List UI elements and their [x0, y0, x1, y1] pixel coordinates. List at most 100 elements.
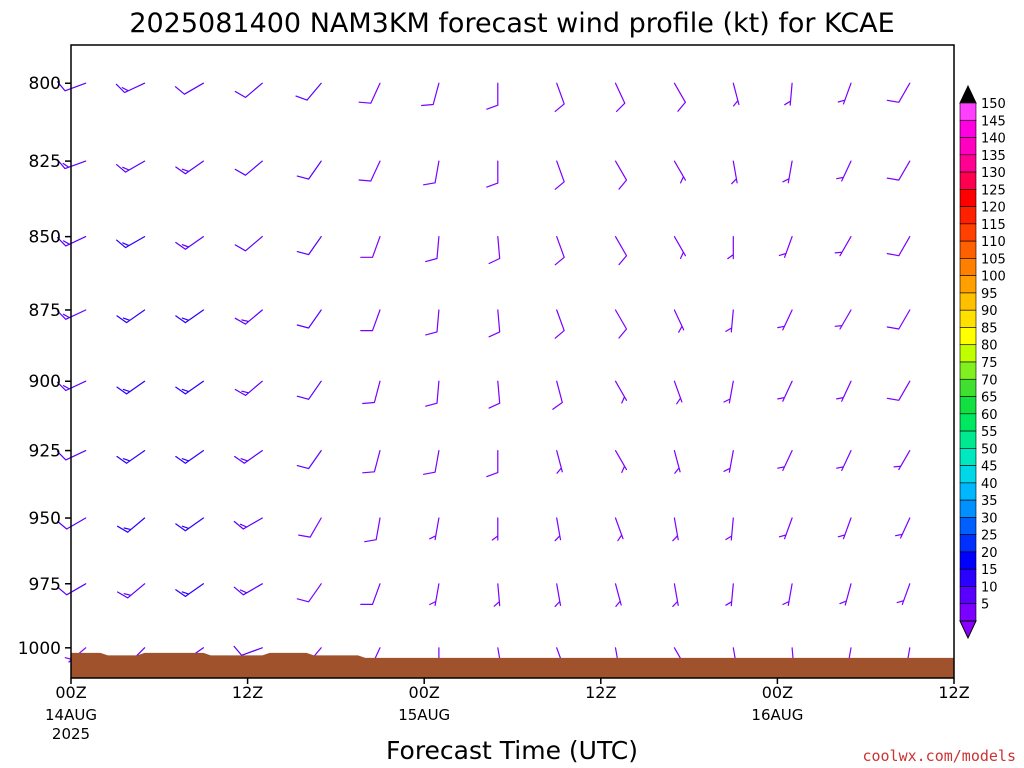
wind-barb-850-37	[614, 236, 628, 266]
wind-barb-875-29	[488, 309, 501, 338]
wind-barb-900-1	[56, 380, 87, 392]
wind-barb-875-17	[296, 309, 322, 329]
wind-barb-800-17	[295, 82, 322, 101]
wind-barb-975-29	[493, 583, 501, 607]
colorbar-label-5: 5	[981, 598, 989, 613]
x-tick-label-2: 00Z	[409, 683, 440, 702]
wind-barb-950-37	[614, 517, 624, 542]
colorbar-swatch-20	[959, 551, 977, 570]
colorbar-swatch-5	[959, 603, 977, 622]
wind-barb-825-45	[731, 160, 738, 185]
wind-barb-850-21	[360, 236, 381, 258]
credit-text: coolwx.com/models	[862, 747, 1016, 765]
colorbar-label-95: 95	[981, 287, 998, 302]
y-tick-label-850: 850	[29, 228, 61, 248]
colorbar-label-135: 135	[981, 149, 1006, 164]
colorbar-label-40: 40	[981, 477, 998, 492]
colorbar-swatch-40	[959, 482, 977, 501]
colorbar-label-70: 70	[981, 373, 998, 388]
colorbar-swatch-115	[959, 223, 977, 242]
wind-barb-900-53	[836, 380, 852, 402]
wind-barb-975-49	[782, 583, 793, 606]
wind-barb-800-41	[673, 82, 686, 112]
x-tick-label-4: 00Z	[762, 683, 793, 702]
wind-barb-800-13	[234, 82, 263, 98]
y-tick-label-825: 825	[29, 152, 61, 172]
wind-barb-825-5	[116, 160, 146, 173]
wind-barb-800-33	[554, 82, 565, 112]
colorbar: 1501451401351301251201151101051009590858…	[959, 84, 1006, 640]
wind-barb-975-1	[57, 583, 87, 596]
colorbar-swatch-50	[959, 448, 977, 466]
colorbar-label-45: 45	[981, 460, 998, 475]
wind-barb-925-41	[673, 450, 681, 474]
wind-barb-975-57	[896, 583, 911, 605]
colorbar-swatch-90	[959, 309, 977, 328]
wind-barb-825-33	[554, 160, 565, 190]
wind-barb-825-37	[614, 160, 628, 190]
colorbar-label-85: 85	[981, 321, 998, 336]
wind-barb-800-21	[358, 82, 381, 104]
wind-barb-900-49	[777, 380, 793, 402]
x-tick-label-3: 12Z	[585, 683, 616, 702]
wind-barb-900-57	[886, 380, 911, 401]
colorbar-label-50: 50	[981, 442, 998, 457]
wind-barb-950-45	[725, 517, 734, 541]
colorbar-label-130: 130	[981, 166, 1006, 181]
colorbar-label-100: 100	[981, 270, 1006, 285]
colorbar-swatch-135	[959, 154, 977, 173]
x-tick-year-0: 2025	[52, 725, 90, 743]
wind-barb-800-1	[56, 81, 87, 92]
wind-barb-850-49	[778, 236, 793, 258]
wind-barb-825-29	[486, 160, 499, 188]
wind-barb-825-9	[175, 160, 204, 175]
wind-barb-900-9	[175, 380, 204, 395]
wind-barb-900-21	[362, 380, 381, 405]
colorbar-label-80: 80	[981, 339, 998, 354]
wind-barb-900-33	[552, 380, 563, 410]
colorbar-label-105: 105	[981, 252, 1006, 267]
wind-barb-975-21	[360, 583, 381, 605]
colorbar-swatch-120	[959, 206, 977, 225]
wind-barb-900-37	[614, 380, 628, 404]
colorbar-swatch-85	[959, 327, 977, 346]
wind-barb-850-13	[234, 236, 263, 252]
wind-barb-925-49	[777, 450, 793, 472]
wind-barb-950-25	[429, 517, 440, 541]
x-tick-date-0: 14AUG	[45, 706, 97, 724]
colorbar-label-15: 15	[981, 563, 998, 578]
wind-barb-925-33	[556, 450, 563, 474]
wind-barb-900-41	[673, 380, 683, 405]
wind-barb-925-53	[836, 450, 852, 472]
wind-barb-950-17	[298, 517, 322, 538]
wind-barb-950-5	[117, 517, 146, 533]
wind-barb-825-53	[836, 160, 852, 182]
colorbar-swatch-65	[959, 396, 977, 415]
colorbar-label-145: 145	[981, 114, 1006, 129]
wind-barb-875-45	[725, 309, 734, 333]
wind-barb-925-29	[486, 450, 499, 478]
y-tick-label-950: 950	[29, 509, 61, 529]
y-tick-label-975: 975	[29, 575, 61, 595]
colorbar-label-140: 140	[981, 132, 1006, 147]
wind-barb-925-45	[723, 450, 734, 473]
wind-barb-875-57	[886, 309, 911, 330]
wind-barb-875-37	[614, 309, 628, 339]
x-tick-date-4: 16AUG	[751, 706, 803, 724]
wind-barb-825-17	[296, 160, 322, 180]
wind-barb-800-53	[837, 82, 852, 105]
wind-barb-850-53	[834, 236, 852, 257]
colorbar-label-75: 75	[981, 356, 998, 371]
colorbar-swatch-55	[959, 430, 977, 449]
colorbar-label-60: 60	[981, 408, 998, 423]
wind-barb-900-45	[723, 380, 734, 404]
plot-frame	[70, 44, 955, 679]
wind-barb-950-33	[554, 517, 562, 542]
wind-barb-975-9	[175, 583, 204, 597]
wind-barb-825-49	[782, 160, 793, 184]
wind-barb-925-17	[296, 450, 322, 470]
y-tick-label-925: 925	[29, 442, 61, 462]
wind-barb-950-53	[837, 517, 852, 540]
y-axis: 800 825 850 875 900 925 950 975 1000	[18, 74, 71, 659]
